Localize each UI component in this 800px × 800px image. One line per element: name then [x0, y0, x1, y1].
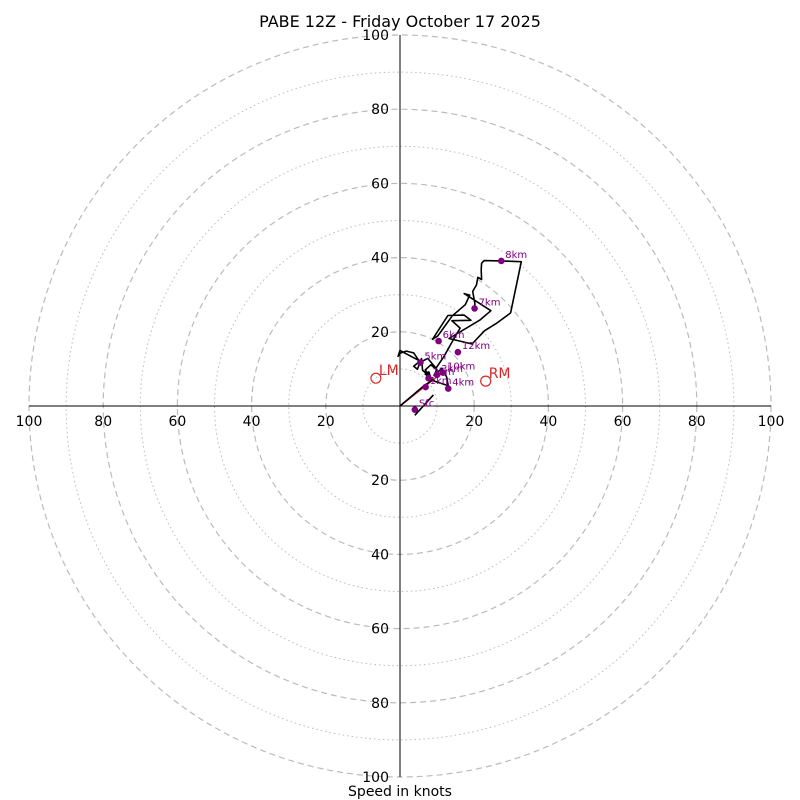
- height-marker-3km: [433, 371, 441, 379]
- storm-motion-marker-LM: [370, 372, 382, 384]
- height-label-8km: 8km: [505, 250, 527, 261]
- x-tick-label: 40: [243, 414, 261, 430]
- y-tick-label: 80: [371, 102, 389, 118]
- height-marker-2km: [425, 374, 432, 382]
- storm-motion-label-LM: LM: [379, 363, 399, 379]
- height-marker-5km: [417, 359, 424, 366]
- x-axis-label: Speed in knots: [348, 784, 452, 800]
- x-tick-label: 20: [465, 414, 483, 430]
- x-tick-label: 60: [614, 414, 632, 430]
- y-tick-label: 20: [371, 473, 389, 489]
- height-marker-1km: [422, 383, 429, 391]
- wind-trace-line: [397, 259, 523, 407]
- height-marker-4km: [444, 385, 452, 392]
- y-tick-label: 60: [371, 622, 389, 638]
- wind-profile: [397, 259, 523, 416]
- height-label-6km: 6km: [443, 330, 465, 341]
- y-tick-label: 100: [362, 28, 389, 44]
- height-label-7km: 7km: [479, 297, 501, 308]
- height-marker-12km: [454, 348, 462, 356]
- height-label-12km: 12km: [462, 341, 490, 352]
- y-tick-label: 20: [371, 325, 389, 341]
- height-marker-6km: [435, 337, 442, 345]
- height-marker-8km: [497, 257, 505, 265]
- x-tick-label: 80: [94, 414, 112, 430]
- height-label-1km: 1km: [430, 376, 452, 387]
- storm-motion-marker-RM: [480, 375, 492, 387]
- x-tick-label: 100: [16, 414, 43, 430]
- height-label-Sfc: Sfc: [419, 399, 434, 410]
- height-label-5km: 5km: [424, 352, 446, 363]
- tick-labels: 100 80 60 40 20 20 40 60 80 100 20 40 60 80 100 20 40 60 8…: [16, 28, 785, 786]
- height-label-10km: 10km: [447, 362, 475, 373]
- y-tick-label: 40: [371, 251, 389, 267]
- storm-motion-label-RM: RM: [489, 366, 511, 382]
- y-tick-label: 60: [371, 176, 389, 192]
- height-label-3km: 3km: [441, 364, 463, 375]
- x-tick-label: 20: [317, 414, 335, 430]
- x-tick-label: 60: [168, 414, 186, 430]
- height-marker-Sfc: [411, 406, 419, 414]
- y-tick-label: 80: [371, 696, 389, 712]
- x-tick-label: 80: [688, 414, 706, 430]
- x-tick-label: 100: [758, 414, 785, 430]
- height-marker-10km: [439, 369, 447, 376]
- y-tick-label: 100: [362, 770, 389, 786]
- storm-motions: LM RM: [370, 363, 511, 387]
- height-markers: Sfc1km2km3km4km5km6km7km8km10km12km: [411, 250, 527, 414]
- x-tick-label: 40: [539, 414, 557, 430]
- chart-title: PABE 12Z - Friday October 17 2025: [259, 12, 541, 31]
- y-tick-label: 40: [371, 547, 389, 563]
- height-marker-7km: [471, 305, 478, 312]
- height-label-4km: 4km: [452, 378, 474, 389]
- wind-trace-start: [414, 394, 434, 416]
